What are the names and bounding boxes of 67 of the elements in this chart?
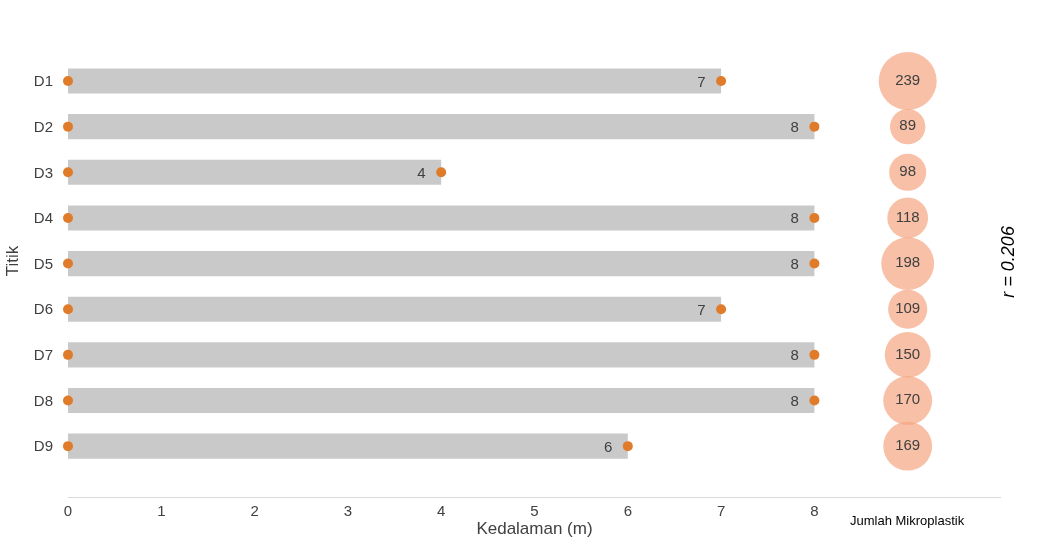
bar (68, 159, 442, 185)
bar (68, 296, 722, 322)
point (63, 349, 73, 360)
y-tick-label: D9 (33, 437, 53, 455)
x-axis-title: Kedalaman (m) (476, 519, 593, 538)
text: Jumlah Mikroplastik (850, 513, 965, 528)
point (809, 349, 820, 360)
y-tick-label: D5 (33, 254, 53, 272)
data-label: 89 (899, 116, 917, 134)
data-label: 109 (895, 298, 921, 316)
y-tick-label: D7 (33, 346, 53, 364)
point (809, 395, 820, 406)
bar (68, 251, 815, 277)
point (716, 76, 727, 87)
x-tick-label: 8 (810, 502, 819, 519)
data-label: 150 (895, 344, 921, 362)
x-tick-label: 3 (343, 502, 353, 519)
point (809, 212, 820, 223)
point (622, 441, 633, 452)
data-label: 170 (895, 390, 921, 408)
point (63, 76, 73, 87)
data-label: 239 (895, 70, 921, 88)
x-tick-label: 0 (63, 502, 73, 519)
data-label: 169 (895, 435, 921, 453)
bar (68, 433, 628, 459)
point (63, 121, 73, 132)
bar (68, 205, 815, 231)
point (63, 258, 73, 269)
point (63, 167, 73, 178)
x-tick-label: 4 (437, 502, 446, 519)
y-tick-label: D6 (33, 300, 53, 318)
data-label: 7 (697, 72, 719, 90)
bar (68, 342, 815, 368)
bar (68, 68, 722, 94)
data-label: 7 (697, 300, 719, 318)
y-tick-label: D1 (33, 72, 53, 90)
point (809, 258, 820, 269)
y-axis-title: Titik (3, 245, 23, 277)
data-label: 8 (790, 346, 812, 364)
x-tick-label: 5 (530, 502, 539, 519)
y-tick-label: D8 (33, 391, 53, 409)
point (63, 212, 73, 223)
annotation: r = 0.206 (997, 225, 1018, 298)
point (63, 395, 73, 406)
data-label: 198 (895, 253, 921, 271)
data-label: 8 (790, 255, 812, 273)
point (63, 304, 73, 315)
point (716, 304, 727, 315)
point (809, 121, 820, 132)
x-tick-label: 6 (623, 502, 632, 519)
x-tick-label: 7 (716, 502, 726, 519)
bar (68, 114, 815, 140)
data-label: 6 (603, 437, 625, 455)
data-label: 98 (899, 162, 917, 180)
data-label: 118 (895, 207, 920, 225)
x-tick-label: 1 (157, 502, 166, 519)
data-label: 8 (790, 118, 812, 136)
data-label: 8 (790, 209, 812, 227)
point (436, 167, 447, 178)
y-tick-label: D3 (33, 163, 53, 181)
y-tick-label: D4 (33, 209, 53, 227)
point (63, 441, 73, 452)
data-label: 8 (790, 392, 812, 409)
bar (68, 387, 815, 414)
y-tick-label: D2 (33, 117, 53, 135)
data-label: 4 (417, 163, 439, 181)
x-tick-label: 2 (250, 502, 259, 519)
